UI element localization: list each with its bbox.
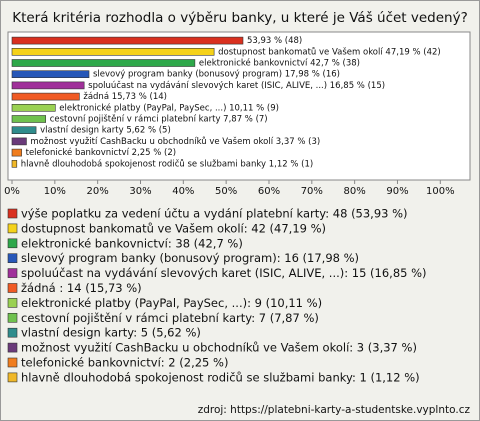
x-tick-label: 70% xyxy=(301,186,323,197)
legend-swatch xyxy=(7,327,18,338)
bar xyxy=(11,70,90,78)
value-label: 53,93 % (48) xyxy=(247,36,302,46)
bar xyxy=(11,36,244,45)
value-label: slevový program banky (bonusový program)… xyxy=(93,70,340,80)
bar xyxy=(11,148,22,157)
legend-swatch xyxy=(7,298,18,308)
chart-title: Která kritéria rozhodla o výběru banky, … xyxy=(12,10,468,26)
legend-swatch xyxy=(7,283,18,293)
value-label: žádná 15,73 % (14) xyxy=(83,92,167,102)
x-tick-label: 0% xyxy=(4,186,20,197)
value-label: elektronické bankovnictví 42,7 % (38) xyxy=(199,58,360,69)
value-label: dostupnost bankomatů ve Vašem okolí 47,1… xyxy=(218,46,441,57)
source: zdroj: https://platebni-karty-a-students… xyxy=(198,404,471,416)
value-label: vlastní design karty 5,62 % (5) xyxy=(40,126,171,136)
legend-swatch xyxy=(7,268,18,278)
legend-label: cestovní pojištění v rámci platební kart… xyxy=(21,311,319,325)
value-label: elektronické platby (PayPal, PaySec, ...… xyxy=(59,102,279,113)
legend-label: vlastní design karty: 5 (5,62 %) xyxy=(21,326,201,340)
x-tick-label: 10% xyxy=(44,186,66,197)
legend-swatch xyxy=(7,342,18,353)
legend-label: žádná : 14 (15,73 %) xyxy=(21,281,142,295)
bar xyxy=(11,59,196,67)
legend-label: hlavně dlouhodobá spokojenost rodičů se … xyxy=(21,370,420,384)
x-tick-label: 100% xyxy=(426,186,455,197)
bar xyxy=(11,104,56,112)
legend-swatch xyxy=(7,372,18,383)
legend-label: možnost využití CashBacku u obchodníků v… xyxy=(21,341,417,355)
legend-label: telefonické bankovnictví: 2 (2,25 %) xyxy=(21,356,228,370)
x-tick-label: 80% xyxy=(344,186,366,197)
x-tick-label: 50% xyxy=(215,186,237,197)
legend-swatch xyxy=(7,312,18,323)
legend-swatch xyxy=(7,238,18,249)
x-tick-label: 90% xyxy=(386,186,408,197)
bar xyxy=(11,92,80,101)
bar xyxy=(11,47,215,56)
legend-label: elektronické bankovnictví: 38 (42,7 %) xyxy=(21,236,243,250)
legend-swatch xyxy=(7,208,18,219)
legend-swatch xyxy=(7,357,18,368)
legend-label: výše poplatku za vedení účtu a vydání pl… xyxy=(21,207,408,221)
legend-swatch xyxy=(7,253,18,263)
x-tick-label: 20% xyxy=(87,186,109,197)
value-label: hlavně dlouhodobá spokojenost rodičů se … xyxy=(21,158,313,169)
bar xyxy=(11,126,37,134)
bar xyxy=(11,160,18,168)
bar xyxy=(11,81,85,90)
legend-label: spoluúčast na vydávání slevových karet (… xyxy=(21,266,427,280)
plot-area xyxy=(7,31,471,181)
legend-swatch xyxy=(7,223,18,234)
x-tick-label: 40% xyxy=(172,186,194,197)
bar xyxy=(11,137,27,146)
value-label: možnost využití CashBacku u obchodníků v… xyxy=(30,136,320,147)
value-label: spoluúčast na vydávání slevových karet (… xyxy=(88,80,385,91)
legend-label: elektronické platby (PayPal, PaySec, ...… xyxy=(21,296,322,310)
bar xyxy=(11,115,47,123)
x-tick-label: 60% xyxy=(258,186,280,197)
legend-label: dostupnost bankomatů ve Vašem okolí: 42 … xyxy=(21,221,326,235)
x-tick-label: 30% xyxy=(129,186,151,197)
value-label: cestovní pojištění v rámci platební kart… xyxy=(50,114,268,125)
legend-label: slevový program banky (bonusový program)… xyxy=(21,251,359,265)
value-label: telefonické bankovnictví 2,25 % (2) xyxy=(26,147,176,158)
